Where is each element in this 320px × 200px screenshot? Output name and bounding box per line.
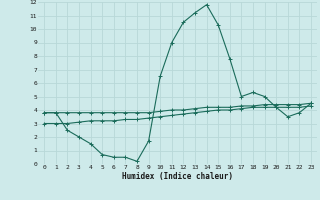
X-axis label: Humidex (Indice chaleur): Humidex (Indice chaleur) xyxy=(122,172,233,181)
